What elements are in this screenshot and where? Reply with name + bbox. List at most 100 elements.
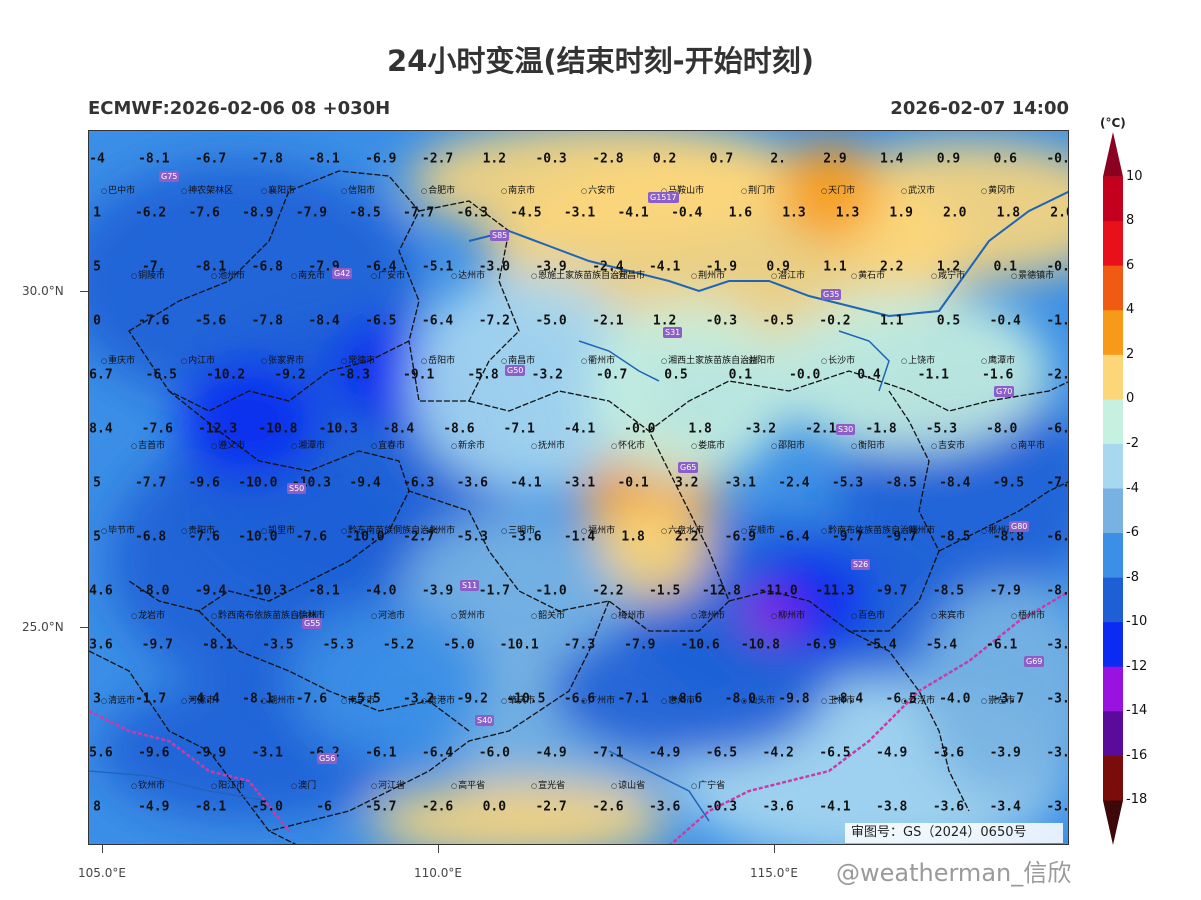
temperature-value: -0.0: [624, 421, 656, 437]
city-label: 漳州市: [691, 608, 725, 621]
colorbar-segment: [1103, 488, 1123, 534]
highway-shield: S26: [851, 559, 871, 570]
highway-shield: G55: [302, 618, 323, 629]
temperature-value: 0.2: [652, 151, 677, 167]
temperature-value: -8.6: [443, 421, 475, 437]
temperature-value: 2.0: [1050, 205, 1068, 221]
highway-shield: S50: [287, 483, 307, 494]
temperature-value: -3.0: [478, 259, 510, 275]
city-label: 益阳市: [741, 353, 775, 366]
temperature-value: -2.1: [592, 313, 624, 329]
city-label: 云浮市: [901, 693, 935, 706]
temperature-value: 1.8: [621, 529, 645, 545]
temperature-value: -9.4: [349, 475, 381, 491]
temperature-value: -8.5: [939, 529, 971, 545]
temperature-value: -2.4: [778, 475, 810, 491]
temperature-value: 0.1: [728, 367, 753, 383]
temperature-value: 2.9: [823, 151, 847, 167]
temperature-value: -10.6: [680, 637, 720, 653]
city-label: 吉首市: [131, 438, 165, 451]
colorbar-segment: [1103, 755, 1123, 801]
colorbar-label: -4: [1126, 480, 1139, 496]
temperature-value: -2.8: [1046, 367, 1068, 383]
temperature-value: -12.8: [701, 583, 741, 599]
temperature-value: -10.8: [258, 421, 298, 437]
highway-shield: G1517: [648, 192, 679, 203]
city-label: 武汉市: [901, 183, 935, 196]
temperature-value: -0.3: [535, 151, 567, 167]
city-label: 玉林市: [821, 693, 855, 706]
temperature-value: -8.5: [349, 205, 381, 221]
temperature-value: -8.4: [89, 421, 113, 437]
temperature-value: -8.1: [138, 151, 170, 167]
city-label: 宜春市: [371, 438, 405, 451]
temperature-value: -3.6: [648, 799, 681, 815]
temperature-value: -3.1: [563, 205, 596, 221]
temperature-value: -10.2: [206, 367, 246, 383]
city-label: 河源市: [181, 693, 215, 706]
temperature-value: -3.2: [744, 421, 777, 437]
temperature-value: -3.1: [563, 475, 596, 491]
temperature-value: -7.9: [989, 583, 1021, 599]
temperature-value: -3.6: [932, 799, 965, 815]
temperature-value: -3.6: [456, 475, 488, 491]
colorbar: [1103, 132, 1123, 845]
city-label: 凯里市: [261, 523, 295, 536]
city-label: 黔东南苗族侗族自治州: [341, 523, 438, 536]
city-label: 合肥市: [421, 183, 455, 196]
city-label: 神农架林区: [181, 183, 233, 196]
temperature-value: 5: [93, 475, 101, 491]
temperature-value: -7.6: [141, 421, 173, 437]
temperature-value: 0.4: [857, 367, 881, 383]
city-label: 惠州市: [661, 693, 695, 706]
colorbar-label: 0: [1126, 391, 1135, 407]
city-label: 湘潭市: [291, 438, 325, 451]
city-label: 上饶市: [901, 353, 935, 366]
temperature-value: -6.5: [705, 745, 738, 761]
temperature-region: [289, 601, 489, 761]
temperature-value: -6.4: [421, 745, 454, 761]
temperature-value: -3.2: [1046, 799, 1068, 815]
city-label: 来宾市: [931, 608, 965, 621]
colorbar-label: 8: [1126, 213, 1135, 229]
temperature-value: -0.2: [819, 313, 851, 329]
temperature-value: -8.5: [932, 583, 965, 599]
city-label: 南京市: [501, 183, 535, 196]
temperature-value: -7.7: [403, 205, 435, 221]
colorbar-label: 4: [1126, 302, 1135, 318]
temperature-value: -2.6: [421, 799, 454, 815]
temperature-change-map: -4 -8.1 -6.7 -7.8 -8.1 -6.9 -2.7 1.2 -0.3 -2.8 0.2…: [88, 130, 1069, 845]
temperature-value: 5: [93, 529, 101, 545]
temperature-region: [589, 301, 789, 481]
coastline-border: [89, 590, 1068, 844]
temperature-value: -8.1: [308, 151, 340, 167]
highway-shield: S85: [490, 230, 510, 241]
city-label: 潮州市: [261, 693, 295, 706]
city-label: 广安市: [371, 268, 405, 281]
colorbar-label: 2: [1126, 346, 1135, 362]
city-label: 衡阳市: [851, 438, 885, 451]
colorbar-label: 10: [1126, 168, 1143, 184]
temperature-value: -1.0: [535, 583, 567, 599]
temperature-value: -0.7: [596, 367, 628, 383]
temperature-value: -9.7: [141, 637, 173, 653]
city-label: 梧州市: [1011, 608, 1045, 621]
temperature-value: 1.3: [835, 205, 860, 221]
temperature-value: -8.5: [885, 475, 917, 491]
temperature-value: -7.8: [251, 313, 283, 329]
city-label: 阳江市: [211, 778, 245, 791]
temperature-value: -4.2: [762, 745, 794, 761]
city-label: 荆门市: [741, 183, 775, 196]
city-label: 百色市: [851, 608, 885, 621]
y-axis-label: 30.0°N: [22, 284, 64, 298]
temperature-value: -3.4: [1046, 745, 1068, 761]
city-label: 抚州市: [531, 438, 565, 451]
temperature-value: -4.9: [535, 745, 567, 761]
temperature-value: -5.6: [89, 745, 113, 761]
temperature-value: -9.1: [403, 367, 435, 383]
temperature-value: -2.2: [592, 583, 624, 599]
temperature-value: -3.5: [262, 637, 294, 653]
temperature-value: 1.6: [728, 205, 753, 221]
temperature-value: -3.4: [989, 799, 1021, 815]
city-label: 南宁市: [341, 693, 375, 706]
